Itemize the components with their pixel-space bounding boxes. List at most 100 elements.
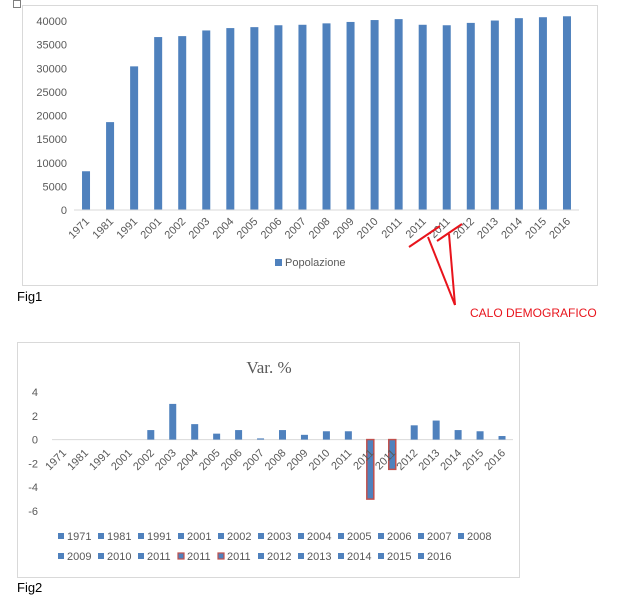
x-tick-label: 1981: [90, 216, 116, 242]
variation-bar: [322, 431, 330, 440]
population-bar: [106, 122, 115, 210]
x-tick-label: 2007: [241, 447, 267, 473]
population-bar: [250, 27, 259, 210]
selection-handle[interactable]: [13, 0, 21, 8]
legend-label: 2005: [347, 531, 371, 543]
variation-chart-svg: Var. %420-2-4-61971198119912001200220032…: [28, 358, 513, 563]
legend-label: 2004: [307, 531, 331, 543]
legend-swatch: [138, 553, 144, 559]
x-tick-label: 1981: [65, 447, 91, 473]
population-bar: [418, 24, 427, 211]
legend-swatch: [378, 533, 384, 539]
x-tick-label: 2012: [451, 216, 477, 242]
population-bar: [442, 25, 451, 210]
population-bar: [202, 30, 211, 211]
legend-label: 2013: [307, 551, 331, 563]
y-tick-label: 40000: [36, 16, 67, 28]
x-tick-label: 2005: [235, 216, 261, 242]
x-tick-label: 2007: [283, 216, 309, 242]
population-chart: 0 5000 10000 15000 20000 25000 30000 35000 40000…: [22, 5, 598, 286]
x-tick-label: 2016: [547, 216, 573, 242]
legend-swatch: [338, 553, 344, 559]
variation-chart: Var. % 4 2 0 -2 -4 -6 1971 1981 1991 2001 2002 2003 2…: [17, 342, 520, 578]
population-bar: [490, 20, 499, 211]
x-tick-label: 1991: [87, 447, 113, 473]
x-tick-label: 2004: [175, 447, 201, 473]
y-tick-label: 25000: [36, 87, 67, 99]
variation-bar: [191, 424, 199, 440]
population-bar: [298, 24, 307, 211]
x-tick-label: 2014: [438, 447, 464, 473]
population-bar: [130, 66, 139, 210]
variation-bar: [344, 431, 352, 440]
population-bar: [322, 23, 331, 210]
legend-swatch: [418, 533, 424, 539]
legend-label: 2011: [227, 551, 251, 563]
legend-swatch: [258, 553, 264, 559]
x-tick-label: 2010: [307, 447, 333, 473]
variation-bar: [279, 430, 286, 440]
legend-swatch: [258, 533, 264, 539]
y-tick-label: 5000: [43, 181, 67, 193]
y-tick-label: 20000: [36, 111, 67, 123]
variation-bar: [366, 438, 375, 500]
x-tick-label: 2006: [259, 216, 285, 242]
x-tick-label: 2015: [460, 447, 486, 473]
population-bar: [394, 19, 403, 210]
variation-bar: [257, 438, 265, 440]
legend-swatch: [458, 533, 464, 539]
variation-bar: [169, 403, 177, 440]
population-bar: [370, 20, 379, 211]
legend-label: 2011: [187, 551, 211, 563]
x-tick-label: 2015: [523, 216, 549, 242]
x-tick-label: 2011: [329, 447, 354, 472]
x-tick-label: 2008: [307, 216, 333, 242]
legend-label: 2014: [347, 551, 371, 563]
x-tick-label: 2014: [499, 216, 525, 242]
population-bar: [82, 171, 91, 210]
variation-bar: [147, 430, 155, 440]
legend-swatch: [138, 533, 144, 539]
y-tick-label: 0: [32, 435, 38, 447]
population-bar: [154, 37, 163, 210]
x-tick-label: 2003: [153, 447, 179, 473]
x-tick-label: 2011: [428, 216, 453, 241]
legend-swatch: [378, 553, 384, 559]
legend-swatch: [177, 552, 185, 560]
x-tick-label: 2013: [416, 447, 442, 473]
x-tick-label: 2012: [395, 447, 421, 473]
population-bar: [274, 25, 283, 210]
population-bar: [538, 17, 547, 210]
legend-swatch: [58, 533, 64, 539]
variation-bar: [454, 430, 462, 440]
x-tick-label: 2013: [475, 216, 501, 242]
x-tick-label: 2002: [131, 447, 157, 473]
chart-title: Var. %: [246, 358, 291, 377]
variation-bar: [235, 430, 243, 440]
variation-bar: [388, 438, 397, 471]
legend-label: Popolazione: [285, 257, 346, 269]
y-tick-label: -2: [28, 458, 38, 470]
x-tick-label: 2016: [482, 447, 508, 473]
legend-swatch: [418, 553, 424, 559]
legend-label: 2003: [267, 531, 291, 543]
population-bar: [226, 28, 235, 211]
x-tick-label: 2011: [404, 216, 429, 241]
x-tick-label: 1991: [114, 216, 140, 242]
legend-label: 2012: [267, 551, 291, 563]
legend-label: 2002: [227, 531, 251, 543]
x-tick-label: 2002: [163, 216, 189, 242]
demographic-drop-annotation: CALO DEMOGRAFICO: [470, 306, 597, 320]
y-tick-label: 10000: [36, 158, 67, 170]
x-tick-label: 2009: [331, 216, 357, 242]
legend-label: 1971: [67, 531, 91, 543]
x-tick-label: 2010: [355, 216, 381, 242]
variation-bar: [213, 433, 221, 440]
legend-label: 2007: [427, 531, 451, 543]
legend-label: 1991: [147, 531, 171, 543]
y-tick-label: -6: [28, 506, 38, 518]
population-chart-svg: 0 5000 10000 15000 20000 25000 30000 35000 40000…: [36, 16, 579, 269]
x-tick-label: 2001: [138, 216, 164, 242]
variation-bar: [432, 420, 440, 440]
legend-label: 2011: [147, 551, 171, 563]
